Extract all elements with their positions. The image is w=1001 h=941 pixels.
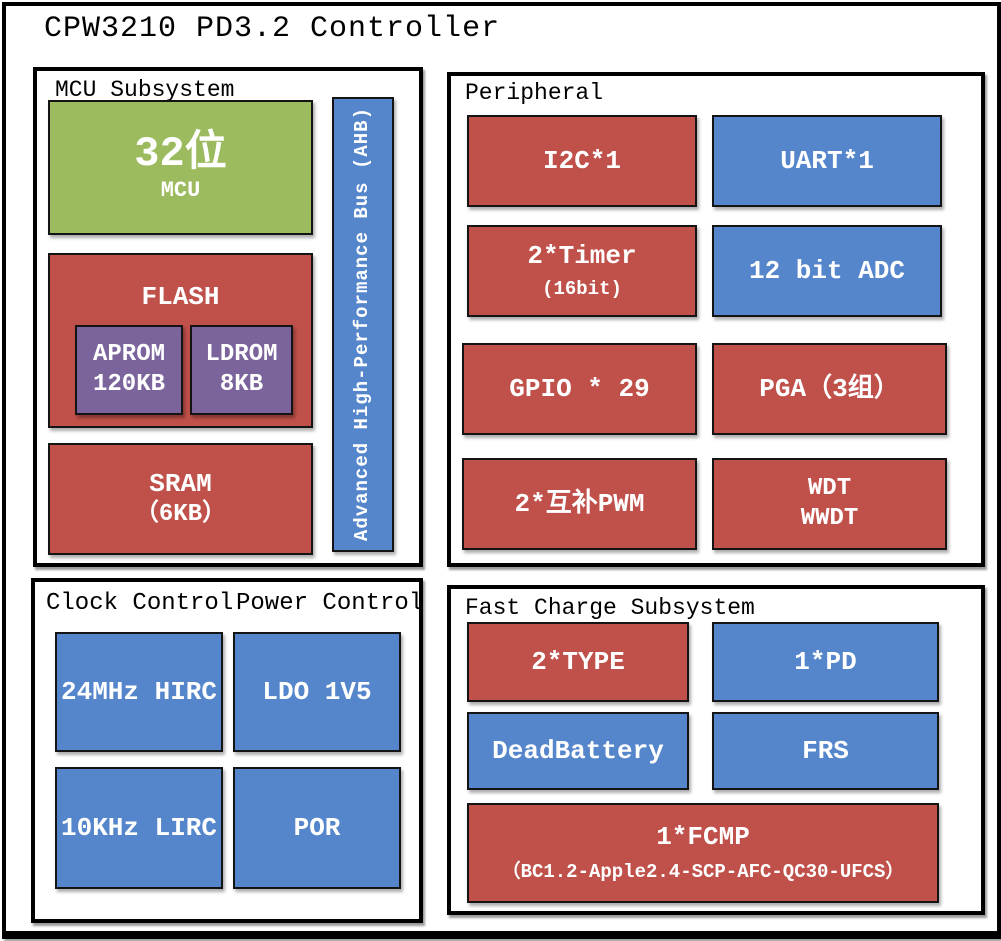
sram-size: （6KB） xyxy=(134,501,227,529)
fcmp-label: 1*FCMP xyxy=(656,821,750,852)
por-block: POR xyxy=(233,767,401,889)
sram-block: SRAM （6KB） xyxy=(48,443,313,555)
flash-block: FLASH APROM 120KB LDROM 8KB xyxy=(48,253,313,428)
pwm-block: 2*互补PWM xyxy=(462,458,697,550)
lirc-label: 10KHz LIRC xyxy=(60,812,218,843)
timer-sub-label: (16bit) xyxy=(542,278,622,301)
flash-label: FLASH xyxy=(141,282,220,312)
wdt-label: WDT xyxy=(807,475,852,502)
ldrom-label: LDROM xyxy=(205,341,278,368)
mcu-subsystem-label: MCU Subsystem xyxy=(55,77,235,103)
cpu-block-title: 32位 xyxy=(134,129,227,178)
mcu-subsystem-panel: MCU Subsystem 32位 MCU FLASH APROM 120KB … xyxy=(33,67,423,567)
pd-block: 1*PD xyxy=(712,622,939,702)
ldrom-size: 8KB xyxy=(219,371,264,398)
deadbattery-block: DeadBattery xyxy=(467,712,689,790)
wwdt-label: WWDT xyxy=(800,505,859,532)
peripheral-label: Peripheral xyxy=(465,80,604,106)
pwm-label: 2*互补PWM xyxy=(514,488,645,519)
frs-block: FRS xyxy=(712,712,939,790)
lirc-block: 10KHz LIRC xyxy=(55,767,223,889)
frs-label: FRS xyxy=(802,735,849,766)
ahb-bus-label: Advanced High-Performance Bus (AHB) xyxy=(351,107,374,542)
pd-label: 1*PD xyxy=(794,646,857,677)
hirc-block: 24MHz HIRC xyxy=(55,632,223,752)
clock-power-panel: Clock Control Power Control 24MHz HIRC L… xyxy=(31,578,423,923)
pga-label: PGA（3组） xyxy=(759,373,900,404)
wdt-block: WDT WWDT xyxy=(712,458,947,550)
i2c-label: I2C*1 xyxy=(542,145,621,176)
aprom-size: 120KB xyxy=(92,371,165,398)
uart-label: UART*1 xyxy=(780,145,874,176)
ldo-label: LDO 1V5 xyxy=(262,676,372,707)
i2c-block: I2C*1 xyxy=(467,115,697,207)
fast-charge-label: Fast Charge Subsystem xyxy=(465,595,755,621)
timer-label: 2*Timer xyxy=(527,240,637,271)
adc-block: 12 bit ADC xyxy=(712,225,942,317)
pga-block: PGA（3组） xyxy=(712,343,947,435)
adc-label: 12 bit ADC xyxy=(748,255,906,286)
aprom-block: APROM 120KB xyxy=(75,325,183,415)
fast-charge-panel: Fast Charge Subsystem 2*TYPE 1*PD DeadBa… xyxy=(447,585,985,915)
deadbattery-label: DeadBattery xyxy=(492,735,664,766)
sram-label: SRAM xyxy=(149,468,212,499)
timer-block: 2*Timer (16bit) xyxy=(467,225,697,317)
cpu-block: 32位 MCU xyxy=(48,100,313,235)
gpio-block: GPIO * 29 xyxy=(462,343,697,435)
page-title: CPW3210 PD3.2 Controller xyxy=(44,12,501,46)
gpio-label: GPIO * 29 xyxy=(509,373,650,404)
fcmp-protocols-label: （BC1.2-Apple2.4-SCP-AFC-QC30-UFCS） xyxy=(501,861,905,884)
ldrom-block: LDROM 8KB xyxy=(190,325,293,415)
uart-block: UART*1 xyxy=(712,115,942,207)
ldo-block: LDO 1V5 xyxy=(233,632,401,752)
type-label: 2*TYPE xyxy=(531,646,625,677)
type-block: 2*TYPE xyxy=(467,622,689,702)
cpu-block-subtitle: MCU xyxy=(160,177,201,203)
fcmp-block: 1*FCMP （BC1.2-Apple2.4-SCP-AFC-QC30-UFCS… xyxy=(467,803,939,903)
clock-control-label: Clock Control xyxy=(46,590,234,617)
aprom-label: APROM xyxy=(92,341,165,368)
ahb-bus-block: Advanced High-Performance Bus (AHB) xyxy=(332,97,394,552)
peripheral-panel: Peripheral I2C*1 UART*1 2*Timer (16bit) … xyxy=(447,72,985,567)
hirc-label: 24MHz HIRC xyxy=(60,676,218,707)
power-control-label: Power Control xyxy=(236,590,424,617)
por-label: POR xyxy=(293,812,341,843)
